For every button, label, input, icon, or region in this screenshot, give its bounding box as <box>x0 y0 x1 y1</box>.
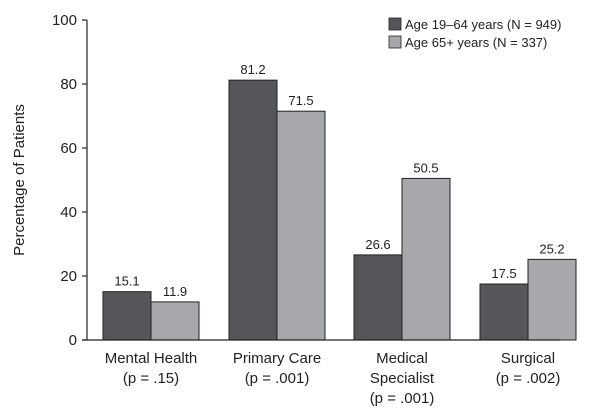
category-label-2: (p = .001) <box>245 370 310 387</box>
y-tick-label: 0 <box>69 332 77 349</box>
bar-series-1-cat-2 <box>228 79 278 341</box>
data-label-series-2-cat-1: 11.9 <box>163 284 187 299</box>
legend-swatch-age-65-plus <box>388 35 402 49</box>
legend-label-age-65-plus: Age 65+ years (N = 337) <box>405 35 547 50</box>
data-label-series-1-cat-2: 81.2 <box>240 62 265 77</box>
category-label-2: Primary Care <box>233 350 321 367</box>
legend: Age 19–64 years (N = 949) Age 65+ years … <box>388 17 561 50</box>
category-label-4: Surgical <box>501 350 555 367</box>
data-label-series-1-cat-3: 26.6 <box>365 237 390 252</box>
data-label-series-2-cat-2: 71.5 <box>288 93 313 108</box>
data-label-series-1-cat-4: 17.5 <box>491 266 516 281</box>
category-labels: Mental Health (p = .15) Primary Care (p = .… <box>105 350 561 407</box>
category-label-4: (p = .002) <box>496 370 561 387</box>
y-axis: 0 20 40 60 80 100 <box>52 12 88 349</box>
y-axis-title: Percentage of Patients <box>11 104 28 256</box>
bar-series-1-cat-3 <box>353 254 403 341</box>
bar-series-2-cat-1 <box>150 301 200 341</box>
bar-series-2-cat-3 <box>401 177 451 341</box>
category-label-1: (p = .15) <box>123 370 179 387</box>
data-label-series-2-cat-4: 25.2 <box>539 241 564 256</box>
bars: 15.1 81.2 26.6 17.5 11.9 71.5 50.5 25.2 <box>102 62 577 341</box>
category-label-3: Medical <box>376 350 428 367</box>
y-tick-label: 40 <box>60 204 77 221</box>
y-tick-label: 60 <box>60 140 77 157</box>
bar-series-1-cat-4 <box>479 283 529 341</box>
y-tick-label: 20 <box>60 268 77 285</box>
y-tick-label: 100 <box>52 12 77 29</box>
legend-label-age-19-64: Age 19–64 years (N = 949) <box>405 17 561 32</box>
category-label-1: Mental Health <box>105 350 198 367</box>
bar-series-2-cat-2 <box>276 110 326 341</box>
category-label-3: Specialist <box>370 370 435 387</box>
bar-series-2-cat-4 <box>527 258 577 341</box>
data-label-series-1-cat-1: 15.1 <box>114 274 139 289</box>
bar-series-1-cat-1 <box>102 291 152 341</box>
category-label-3: (p = .001) <box>370 390 435 407</box>
legend-swatch-age-19-64 <box>388 17 402 31</box>
data-label-series-2-cat-3: 50.5 <box>413 160 438 175</box>
y-tick-label: 80 <box>60 76 77 93</box>
